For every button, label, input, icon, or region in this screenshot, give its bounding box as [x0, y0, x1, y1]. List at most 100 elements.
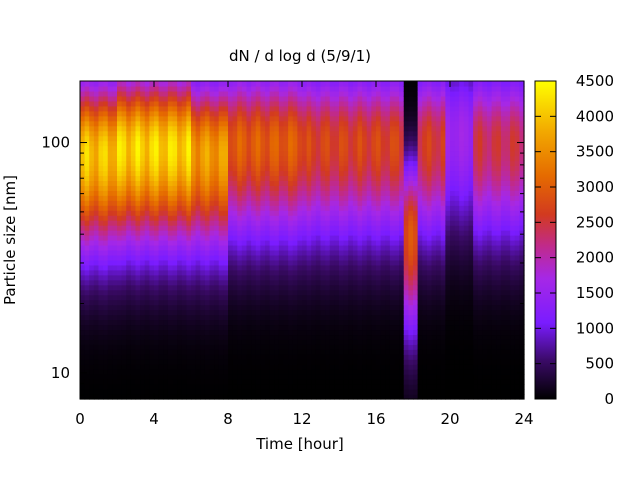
heatmap-cell [274, 215, 280, 221]
heatmap-cell [154, 284, 160, 291]
heatmap-cell [265, 110, 271, 117]
heatmap-cell [288, 110, 294, 117]
heatmap-cell [246, 85, 252, 92]
heatmap-cell [241, 289, 248, 296]
heatmap-cell [191, 190, 197, 196]
heatmap-cell [366, 289, 372, 296]
heatmap-cell [228, 324, 234, 331]
heatmap-cell [329, 369, 335, 375]
heatmap-cell [191, 185, 197, 191]
heatmap-cell [436, 85, 442, 92]
heatmap-cell [80, 354, 86, 360]
heatmap-cell [130, 135, 137, 142]
heatmap-cell [334, 160, 340, 167]
heatmap-cell [144, 175, 150, 181]
heatmap-cell [121, 100, 127, 107]
heatmap-cell [218, 120, 224, 127]
heatmap-cell [232, 394, 238, 400]
heatmap-cell [325, 359, 331, 365]
heatmap-cell [376, 309, 382, 316]
heatmap-cell [103, 135, 109, 142]
heatmap-cell [260, 284, 266, 291]
heatmap-cell [339, 384, 345, 390]
heatmap-cell [167, 155, 174, 162]
heatmap-cell [408, 235, 414, 241]
heatmap-cell [422, 140, 428, 147]
heatmap-cell [265, 279, 271, 286]
heatmap-cell [348, 369, 354, 375]
heatmap-cell [302, 339, 308, 345]
heatmap-cell [339, 314, 345, 321]
heatmap-cell [246, 269, 252, 276]
heatmap-cell [362, 135, 368, 142]
heatmap-cell [93, 155, 100, 162]
heatmap-cell [241, 150, 248, 157]
heatmap-cell [394, 135, 400, 142]
heatmap-cell [413, 384, 419, 390]
heatmap-cell [283, 185, 289, 191]
heatmap-cell [306, 269, 312, 276]
heatmap-cell [292, 264, 298, 271]
heatmap-cell [237, 389, 243, 395]
heatmap-cell [311, 304, 317, 311]
heatmap-cell [130, 244, 137, 251]
heatmap-cell [389, 220, 396, 226]
heatmap-cell [380, 195, 386, 201]
heatmap-cell [403, 130, 409, 137]
heatmap-cell [80, 130, 86, 137]
heatmap-cell [241, 389, 248, 395]
heatmap-cell [292, 95, 298, 102]
heatmap-cell [149, 289, 155, 296]
heatmap-cell [144, 195, 150, 201]
heatmap-cell [130, 349, 137, 355]
heatmap-cell [232, 294, 238, 301]
heatmap-cell [352, 165, 359, 172]
heatmap-cell [348, 150, 354, 157]
heatmap-cell [246, 90, 252, 97]
heatmap-cell [431, 240, 437, 246]
heatmap-cell [218, 299, 224, 306]
heatmap-cell [117, 155, 123, 162]
heatmap-cell [135, 155, 141, 162]
heatmap-cell [130, 95, 137, 102]
heatmap-cell [214, 389, 220, 395]
heatmap-cell [144, 185, 150, 191]
heatmap-cell [376, 180, 382, 186]
heatmap-cell [218, 364, 224, 370]
heatmap-cell [315, 289, 322, 296]
heatmap-cell [84, 120, 90, 127]
heatmap-cell [163, 294, 169, 301]
heatmap-cell [320, 269, 326, 276]
heatmap-cell [214, 120, 220, 127]
heatmap-cell [186, 110, 192, 117]
heatmap-cell [403, 379, 409, 385]
heatmap-cell [260, 384, 266, 390]
heatmap-cell [232, 85, 238, 92]
heatmap-cell [278, 314, 285, 321]
heatmap-cell [209, 195, 215, 201]
heatmap-cell [260, 100, 266, 107]
heatmap-cell [371, 155, 377, 162]
heatmap-cell [292, 190, 298, 196]
heatmap-cell [117, 349, 123, 355]
heatmap-cell [218, 190, 224, 196]
heatmap-cell [121, 115, 127, 122]
heatmap-cell [121, 95, 127, 102]
heatmap-cell [306, 205, 312, 211]
heatmap-cell [352, 235, 359, 241]
heatmap-cell [158, 120, 164, 127]
heatmap-cell [200, 264, 206, 271]
heatmap-cell [84, 220, 90, 226]
heatmap-cell [195, 349, 201, 355]
heatmap-cell [98, 215, 104, 221]
heatmap-cell [376, 165, 382, 172]
heatmap-cell [417, 374, 423, 380]
heatmap-cell [223, 379, 229, 385]
heatmap-cell [140, 279, 146, 286]
heatmap-cell [84, 175, 90, 181]
heatmap-cell [149, 334, 155, 340]
heatmap-cell [89, 170, 95, 177]
heatmap-cell [214, 344, 220, 350]
heatmap-cell [154, 309, 160, 316]
heatmap-cell [126, 130, 132, 137]
